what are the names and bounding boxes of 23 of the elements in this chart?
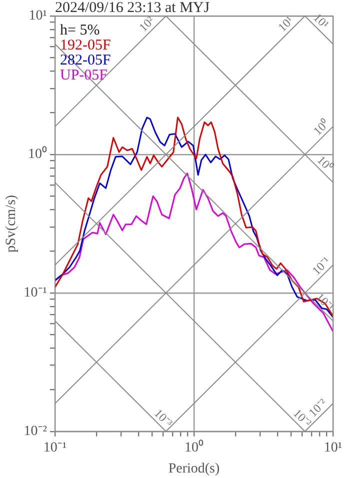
y-tick-label: 10⁰ (28, 146, 47, 162)
y-tick-label: 10⁻² (24, 424, 47, 440)
annotation: 10⁰ (314, 152, 336, 174)
annotation: 10¹ (275, 13, 296, 34)
x-tick-label: 10¹ (324, 440, 342, 456)
annotation: 10⁰ (310, 116, 332, 138)
y-axis-title: pSv(cm/s) (4, 194, 20, 252)
annotation: 10⁻² (306, 396, 330, 420)
annotation: 10² (136, 13, 158, 34)
text: 282-05F (60, 52, 111, 68)
x-axis-title: Period(s) (168, 461, 220, 476)
x-tick-label: 10⁰ (184, 439, 204, 456)
y-tick-label: 10⁻¹ (24, 286, 47, 301)
annotation: 10¹ (310, 10, 332, 32)
x-tick-label: 10⁻¹ (43, 440, 67, 456)
annotation: 10⁻¹ (309, 254, 334, 278)
y-tick-label: 10¹ (28, 8, 47, 24)
chart-title: 2024/09/16 23:13 at MYJ (54, 0, 210, 16)
text: UP-05F (60, 67, 108, 84)
annotation: h= 5% (60, 22, 100, 38)
text: 192-05F (60, 37, 111, 54)
annotation: 10⁻¹ (313, 290, 338, 314)
annotation: 10⁻³ (152, 406, 176, 430)
